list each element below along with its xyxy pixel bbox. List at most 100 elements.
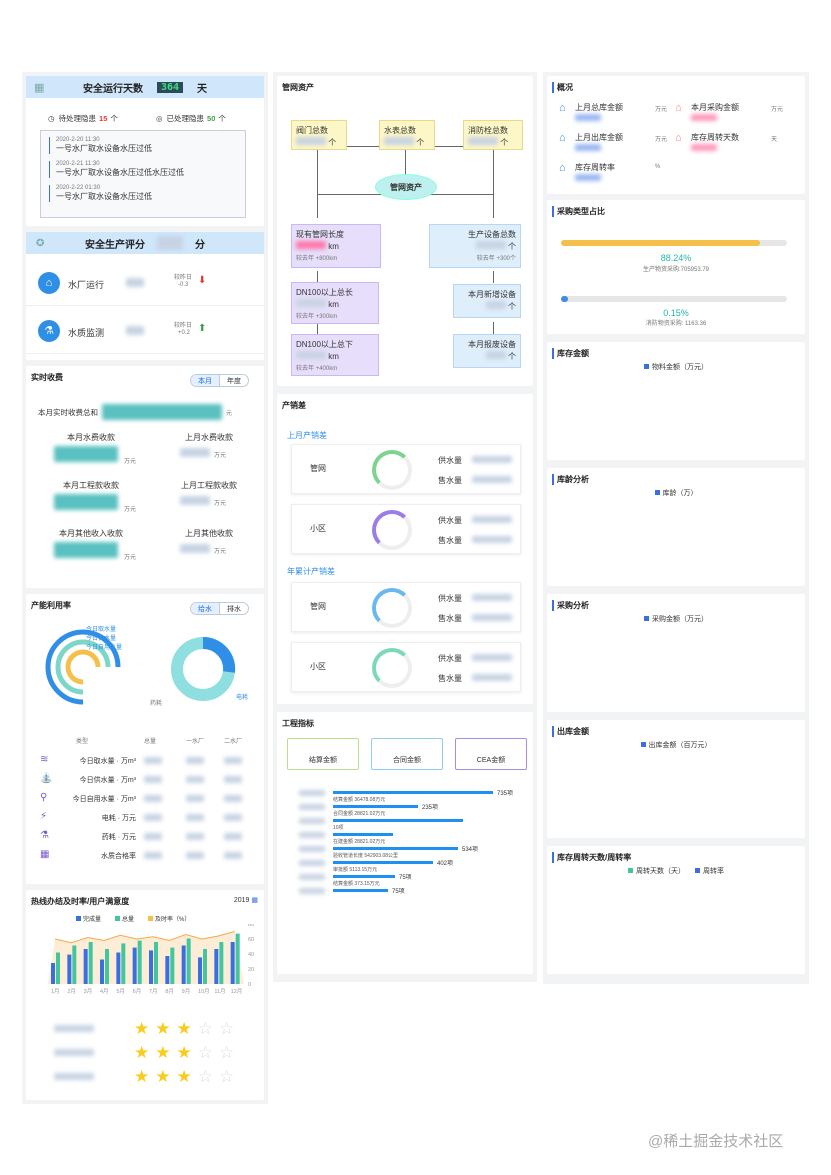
- revenue-card: 实时收费 本月 年度 本月实时收费总和 元 本月水费收款 上月水费收款 万元 万元 本月…: [26, 366, 264, 588]
- dn100-over-cmp: 较去年: [296, 314, 315, 320]
- new-devices-box[interactable]: 本月新增设备 个: [453, 284, 521, 318]
- star-filled-icon: ★: [134, 1019, 150, 1038]
- new-devices-unit: 个: [508, 302, 516, 311]
- capacity-legend-item: 今日供水量: [86, 636, 117, 642]
- pipe-length-unit: km: [328, 242, 339, 251]
- supply-ring: [372, 588, 412, 628]
- pipe-length-cmp: 较去年: [296, 256, 315, 262]
- scrap-devices-box[interactable]: 本月报废设备 个: [453, 334, 521, 368]
- dn100-under-box[interactable]: DN100以上总下 km 较去年 +400km: [291, 334, 379, 376]
- hotline-month-label: 6月: [133, 988, 142, 995]
- engineering-bar-label: [299, 846, 325, 852]
- engineering-tag[interactable]: 结算金额: [287, 738, 359, 770]
- hazard-event[interactable]: 2020-2-21 11:30 一号水厂取水设备水压过低水压过低: [49, 161, 184, 178]
- meter-total-label: 水表总数: [384, 126, 416, 135]
- bar-chart-title: 库存金额: [552, 348, 589, 359]
- capacity-row-value: [224, 776, 242, 783]
- hydrant-total-box[interactable]: 消防栓总数 个: [463, 120, 523, 150]
- valve-total-box[interactable]: 阀门总数 个: [291, 120, 347, 150]
- network-assets-card: 管网资产 阀门总数 个 水表总数 个 消防栓总数 个 管网资产 现有管网长度 k…: [277, 76, 533, 386]
- bar-chart-title: 库龄分析: [552, 474, 589, 485]
- tab-drainage[interactable]: 排水: [227, 606, 241, 613]
- capacity-row-value: [144, 814, 162, 821]
- hotline-done-bar: [116, 952, 121, 984]
- year-selector[interactable]: 2019 ▦: [234, 896, 258, 904]
- bar-chart-card: 出库金额 出库金额（百万元）: [547, 720, 805, 838]
- production-devices-box[interactable]: 生产设备总数 个较去年 +300个: [429, 224, 521, 268]
- pipe-length-box[interactable]: 现有管网长度 km 较去年 +800km: [291, 224, 381, 268]
- revenue-period-toggle[interactable]: 本月 年度: [190, 374, 249, 387]
- capacity-row-label: 水质合格率: [101, 853, 136, 860]
- hazard-event-list[interactable]: 2020-2-20 11:30 一号水厂取水设备水压过低 2020-2-21 11:…: [40, 130, 246, 218]
- supply-row[interactable]: 管网 供水量 售水量: [291, 444, 521, 494]
- hazard-event[interactable]: 2020-2-20 11:30 一号水厂取水设备水压过低: [49, 137, 152, 154]
- capacity-donut-chart: [171, 636, 236, 701]
- revenue-current-unit: 万元: [124, 507, 137, 513]
- overview-item-unit: 天: [771, 137, 778, 143]
- dn100-over-box[interactable]: DN100以上总长 km 较去年 +300km: [291, 282, 379, 324]
- overview-item-value: [691, 114, 717, 121]
- hotline-done-bar: [214, 949, 219, 984]
- purchase-bar-1: [561, 240, 787, 246]
- capacity-toggle[interactable]: 给水 排水: [190, 602, 249, 615]
- sale-volume-label: 售水量: [438, 674, 462, 683]
- event-time: 2020-2-20 11:30: [56, 137, 100, 143]
- revenue-total: 本月实时收费总和 元: [38, 404, 232, 420]
- arrow-up-icon: ⬆: [198, 323, 207, 334]
- overview-title: 概况: [552, 82, 573, 93]
- safety-score-header: ✪ 安全生产评分 分: [26, 232, 264, 254]
- tab-month[interactable]: 本月: [191, 375, 220, 386]
- engineering-tag[interactable]: CEA金额: [455, 738, 527, 770]
- overview-item-unit: %: [655, 164, 661, 170]
- engineering-bar-value: 534项: [462, 847, 479, 853]
- rating-label: [54, 1073, 94, 1080]
- purchase-pct-2: 0.15%: [663, 308, 689, 318]
- revenue-current-value: [54, 446, 118, 462]
- overview-item-label: 上月出库金额: [575, 133, 623, 142]
- bar-chart-legend: 物料金额（万元）: [547, 362, 805, 372]
- hazard-event[interactable]: 2020-2-22 01:30 一号水厂取水设备水压过低: [49, 185, 152, 202]
- capacity-arc-chart: [45, 629, 121, 705]
- pending-unit: 个: [110, 114, 118, 123]
- hydrant-total-label: 消防栓总数: [468, 126, 508, 135]
- supply-row-name: 管网: [310, 464, 326, 473]
- capacity-row-value: [224, 814, 242, 821]
- score-row: ⌂ 水厂运行 较昨日 -0.3 ⬇: [26, 266, 264, 306]
- meter-total-box[interactable]: 水表总数 个: [379, 120, 435, 150]
- network-center-node[interactable]: 管网资产: [375, 174, 437, 200]
- done-label: 已处理隐患: [166, 114, 205, 123]
- bar-chart-legend-label: 采购金额（万元）: [652, 616, 708, 623]
- dn100-under-cmp: 较去年: [296, 366, 315, 372]
- engineering-tag[interactable]: 合同金额: [371, 738, 443, 770]
- capacity-row-value: [144, 776, 162, 783]
- supply-row[interactable]: 管网 供水量 售水量: [291, 582, 521, 632]
- plant-icon: ⌂: [38, 272, 60, 294]
- engineering-bar-label: [299, 860, 325, 866]
- supply-row-name: 小区: [310, 662, 326, 671]
- calendar-icon: ▦: [34, 81, 45, 94]
- overview-item-label: 库存周转天数: [691, 133, 739, 142]
- purchase-bar-2: [561, 296, 787, 302]
- hotline-legend-label: 完成量: [83, 917, 102, 923]
- score-row-delta: -0.3: [178, 282, 189, 288]
- revenue-current-unit: 万元: [124, 459, 137, 465]
- sale-volume-label: 售水量: [438, 476, 462, 485]
- capacity-row-value: [186, 833, 204, 840]
- sale-volume-label: 售水量: [438, 614, 462, 623]
- sale-volume-value: [472, 476, 512, 483]
- tab-year[interactable]: 年度: [227, 378, 241, 385]
- revenue-previous-label: 上月工程款收款: [181, 481, 237, 490]
- sale-volume-value: [472, 536, 512, 543]
- tab-water-supply[interactable]: 给水: [191, 603, 220, 614]
- month-diff-label: 上月产销差: [287, 431, 327, 440]
- score-row-value: [126, 278, 144, 287]
- star-empty-icon: ☆: [219, 1019, 235, 1038]
- purchase-type-card: 采购类型占比 88.24% 生产物资采购:705953.79 0.15% 消防物…: [547, 200, 805, 334]
- supply-row[interactable]: 小区 供水量 售水量: [291, 642, 521, 692]
- hotline-legend-label: 及时率（%）: [155, 917, 191, 923]
- supply-row[interactable]: 小区 供水量 售水量: [291, 504, 521, 554]
- hotline-month-label: 8月: [165, 988, 174, 995]
- engineering-bar-label: [299, 818, 325, 824]
- hotline-month-label: 2月: [67, 988, 76, 995]
- pipe-length-delta: +800km: [315, 256, 338, 262]
